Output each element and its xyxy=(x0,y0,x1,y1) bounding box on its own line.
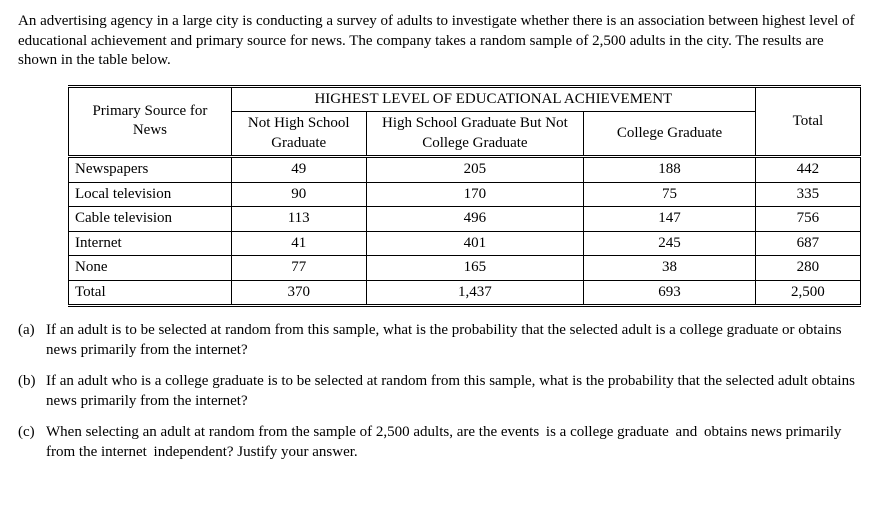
table-row: Internet 41 401 245 687 xyxy=(69,231,861,256)
question-text: If an adult who is a college graduate is… xyxy=(46,372,861,411)
cell: 442 xyxy=(755,157,860,183)
cell: 756 xyxy=(755,207,860,232)
question-a: (a) If an adult is to be selected at ran… xyxy=(18,321,861,360)
cell: 49 xyxy=(231,157,366,183)
cell: 335 xyxy=(755,182,860,207)
cell: 165 xyxy=(366,256,584,281)
row-label: Newspapers xyxy=(69,157,232,183)
cell: 90 xyxy=(231,182,366,207)
col-not-hs: Not High School Graduate xyxy=(231,112,366,157)
table-row: Cable television 113 496 147 756 xyxy=(69,207,861,232)
question-label: (a) xyxy=(18,321,46,360)
table-row: Newspapers 49 205 188 442 xyxy=(69,157,861,183)
cell: 687 xyxy=(755,231,860,256)
question-b: (b) If an adult who is a college graduat… xyxy=(18,372,861,411)
cell: 170 xyxy=(366,182,584,207)
cell: 147 xyxy=(584,207,756,232)
question-c: (c) When selecting an adult at random fr… xyxy=(18,423,861,462)
col-college: College Graduate xyxy=(584,112,756,157)
cell: 2,500 xyxy=(755,280,860,306)
row-label: Local television xyxy=(69,182,232,207)
cell: 1,437 xyxy=(366,280,584,306)
super-header: HIGHEST LEVEL OF EDUCATIONAL ACHIEVEMENT xyxy=(231,86,755,112)
question-text: If an adult is to be selected at random … xyxy=(46,321,861,360)
cell: 113 xyxy=(231,207,366,232)
cell: 77 xyxy=(231,256,366,281)
cell: 38 xyxy=(584,256,756,281)
data-table-wrap: Primary Source for News HIGHEST LEVEL OF… xyxy=(68,85,861,308)
row-label: Total xyxy=(69,280,232,306)
cell: 401 xyxy=(366,231,584,256)
table-row: None 77 165 38 280 xyxy=(69,256,861,281)
question-text: When selecting an adult at random from t… xyxy=(46,423,861,462)
data-table: Primary Source for News HIGHEST LEVEL OF… xyxy=(68,85,861,308)
cell: 245 xyxy=(584,231,756,256)
table-row: Local television 90 170 75 335 xyxy=(69,182,861,207)
col-total: Total xyxy=(755,86,860,157)
cell: 188 xyxy=(584,157,756,183)
row-header: Primary Source for News xyxy=(69,86,232,157)
cell: 496 xyxy=(366,207,584,232)
cell: 693 xyxy=(584,280,756,306)
table-row: Total 370 1,437 693 2,500 xyxy=(69,280,861,306)
row-label: Internet xyxy=(69,231,232,256)
row-label: None xyxy=(69,256,232,281)
cell: 280 xyxy=(755,256,860,281)
cell: 370 xyxy=(231,280,366,306)
row-label: Cable television xyxy=(69,207,232,232)
cell: 41 xyxy=(231,231,366,256)
question-label: (c) xyxy=(18,423,46,462)
cell: 75 xyxy=(584,182,756,207)
questions: (a) If an adult is to be selected at ran… xyxy=(18,321,861,462)
question-label: (b) xyxy=(18,372,46,411)
cell: 205 xyxy=(366,157,584,183)
col-hs-not-college: High School Graduate But Not College Gra… xyxy=(366,112,584,157)
intro-paragraph: An advertising agency in a large city is… xyxy=(18,12,861,71)
